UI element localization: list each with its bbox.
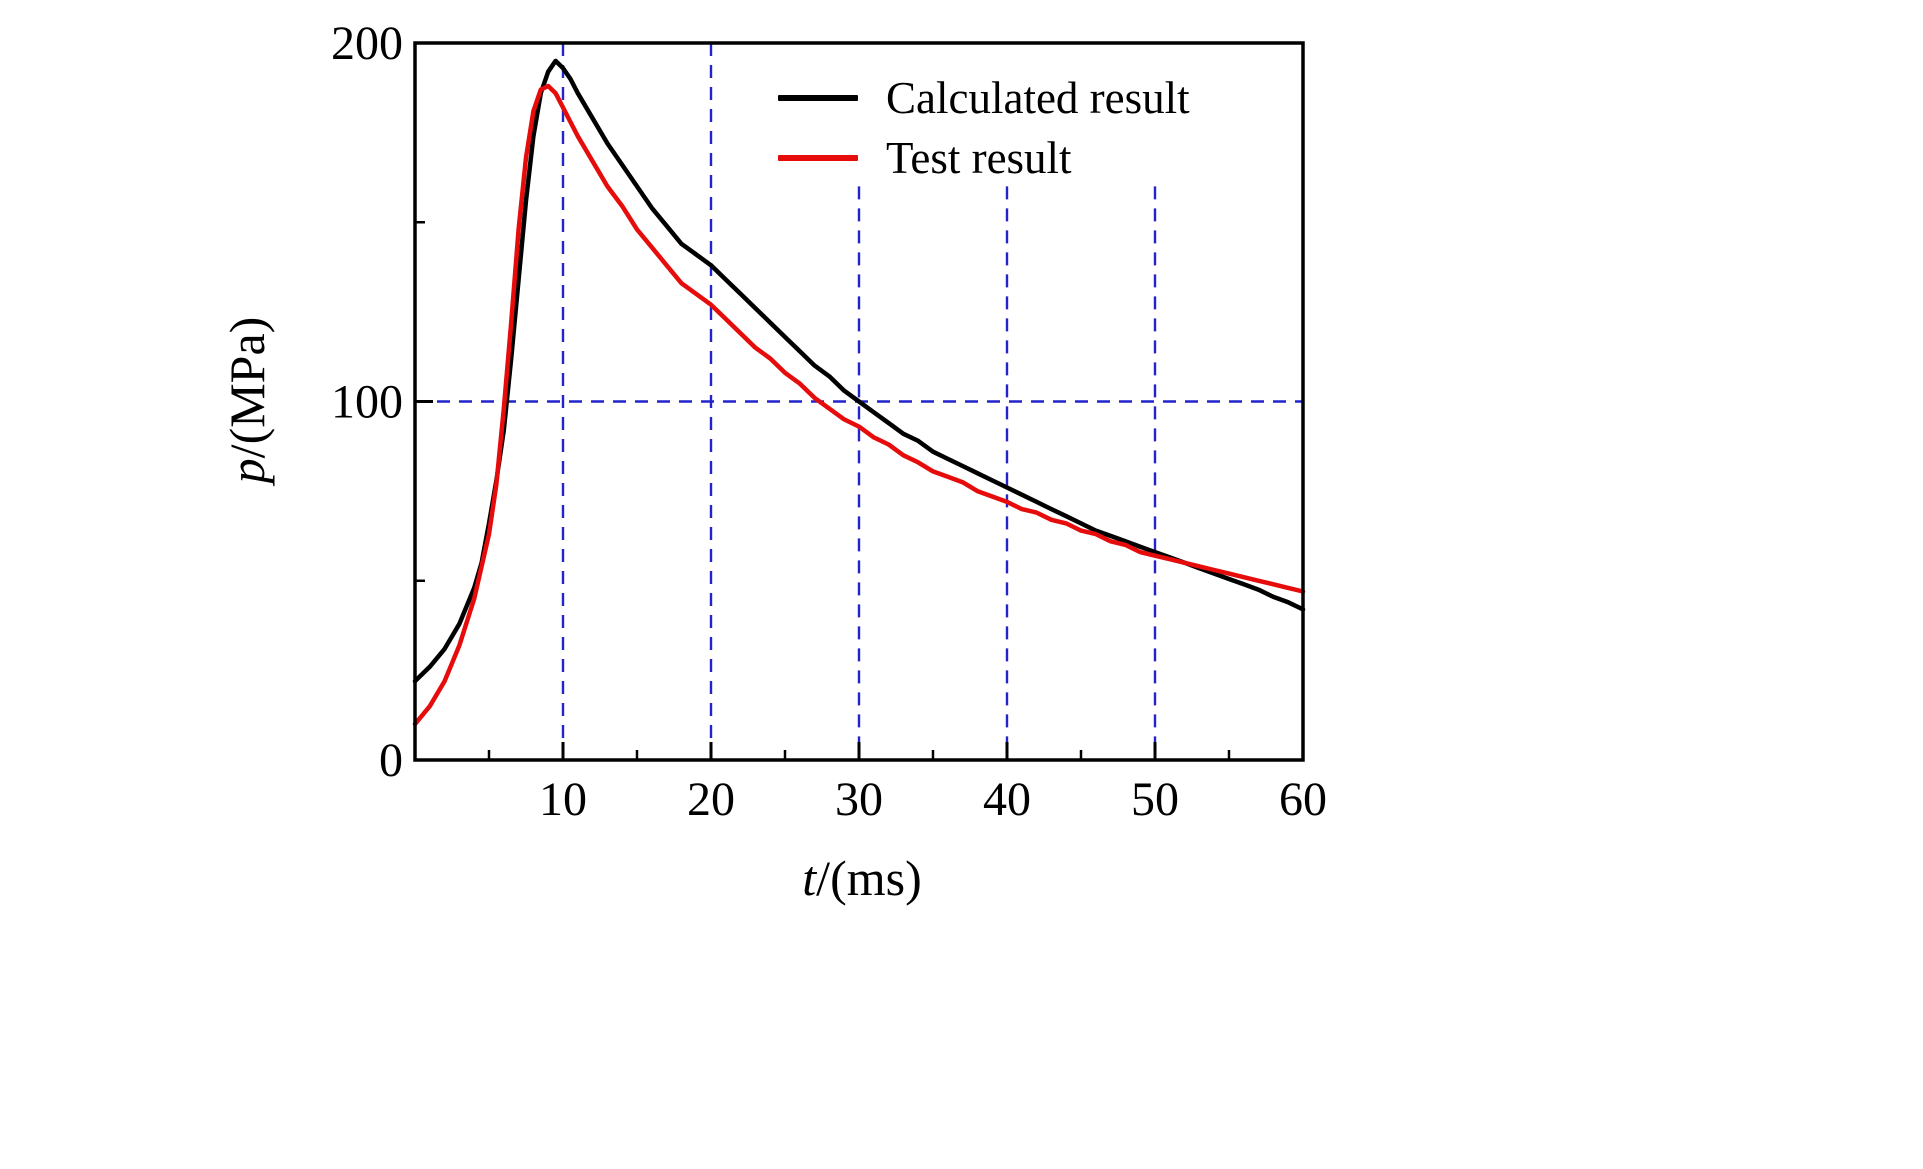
series-curve-calculated bbox=[412, 58, 1306, 684]
test-line-swatch bbox=[778, 155, 858, 161]
x-tick-label: 20 bbox=[687, 773, 735, 826]
x-axis-variable: t bbox=[802, 850, 817, 906]
x-tick-label: 60 bbox=[1279, 773, 1327, 826]
x-tick-label: 50 bbox=[1131, 773, 1179, 826]
y-tick-label: 0 bbox=[379, 734, 403, 787]
plot-border bbox=[413, 41, 1305, 762]
series-curve-test bbox=[412, 83, 1306, 727]
calculated-line-swatch bbox=[778, 95, 858, 101]
y-tick-label: 200 bbox=[331, 17, 403, 70]
legend-entry-test: Test result bbox=[778, 132, 1190, 184]
legend-entry-calculated: Calculated result bbox=[778, 72, 1190, 124]
x-axis-units: /(ms) bbox=[816, 850, 922, 906]
y-axis-variable: p bbox=[219, 458, 275, 484]
legend-label-test: Test result bbox=[886, 133, 1072, 183]
legend: Calculated result Test result bbox=[778, 72, 1190, 184]
legend-label-calculated: Calculated result bbox=[886, 73, 1190, 123]
y-tick-label: 100 bbox=[331, 376, 403, 429]
y-axis-title: p/(MPa) bbox=[217, 250, 277, 550]
x-tick-label: 30 bbox=[835, 773, 883, 826]
x-tick-label: 10 bbox=[539, 773, 587, 826]
x-tick-label: 40 bbox=[983, 773, 1031, 826]
x-axis-title: t/(ms) bbox=[712, 848, 1012, 908]
y-axis-units: /(MPa) bbox=[219, 316, 275, 459]
